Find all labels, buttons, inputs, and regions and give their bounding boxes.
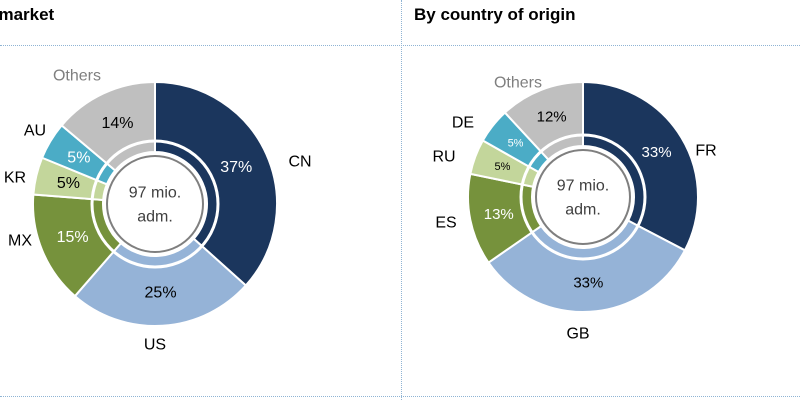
category-label-ru: RU (432, 149, 455, 166)
category-label-mx: MX (8, 233, 32, 250)
value-label-ru: 5% (494, 161, 510, 173)
category-label-fr: FR (695, 143, 716, 160)
category-label-others: Others (494, 75, 542, 92)
value-label-au: 5% (67, 149, 90, 166)
donut-inner-ring (90, 139, 220, 269)
category-label-cn: CN (288, 154, 311, 171)
value-label-fr: 33% (642, 144, 672, 161)
donut-hole (103, 152, 207, 256)
category-label-au: AU (24, 123, 46, 140)
header-divider (0, 45, 800, 46)
value-label-others: 14% (101, 115, 133, 132)
value-label-de: 5% (508, 138, 524, 150)
value-label-kr: 5% (57, 175, 80, 192)
category-label-de: DE (452, 115, 474, 132)
value-label-cn: 37% (220, 159, 252, 176)
donut-inner-ring (519, 133, 647, 261)
category-label-gb: GB (566, 326, 589, 343)
donut-hole-outline (535, 149, 631, 245)
center-label-line: adm. (137, 209, 173, 226)
bottom-border (0, 396, 800, 397)
value-label-gb: 33% (573, 274, 603, 291)
center-label-line: 97 mio. (129, 185, 181, 202)
donut-hole-outline (106, 155, 204, 253)
value-label-es: 13% (484, 206, 514, 223)
value-label-others: 12% (537, 108, 567, 125)
value-label-us: 25% (145, 284, 177, 301)
chart-title: By country of origin (414, 5, 576, 24)
chart-title: By market (0, 5, 55, 24)
category-label-us: US (144, 337, 166, 354)
value-label-mx: 15% (57, 229, 89, 246)
center-label-line: adm. (565, 202, 601, 219)
panel-divider (401, 0, 402, 400)
category-label-es: ES (435, 215, 456, 232)
donut-hole (532, 146, 634, 248)
donut-chart-by-market: 37% CN 25% US 15% MX 5% KR 5% AU 14% Others 97 mio. a… (4, 68, 312, 354)
category-label-kr: KR (4, 170, 26, 187)
chart-panel-by-country-of-origin: By country of origin 33% FR 33% GB 13% ES 5% RU… (401, 0, 800, 400)
category-label-others: Others (53, 68, 101, 85)
donut-chart-by-country-of-origin: 33% FR 33% GB 13% ES 5% RU 5% DE 12% Others 97 mio. a… (432, 75, 716, 343)
chart-panel-by-market: By market 37% CN 25% US 15% MX 5% KR 5% AU 14% Othe… (0, 5, 312, 354)
center-label-line: 97 mio. (557, 178, 609, 195)
